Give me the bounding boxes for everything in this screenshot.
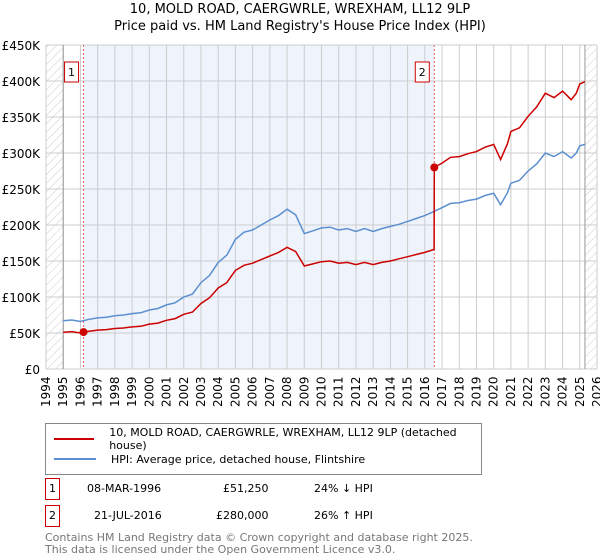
x-tick-label: 2010 [315,376,329,407]
legend-label-property: 10, MOLD ROAD, CAERGWRLE, WREXHAM, LL12 … [109,426,457,452]
x-tick-label: 2007 [263,376,277,407]
y-tick-label: £350K [2,111,42,125]
y-tick-label: £0 [25,363,40,377]
x-tick-label: 2024 [556,376,570,407]
legend-label-hpi: HPI: Average price, detached house, Flin… [111,452,366,466]
x-tick-label: 1995 [56,376,70,407]
attribution-line-1: Contains HM Land Registry data © Crown c… [45,531,473,544]
x-tick-label: 1997 [91,376,105,407]
y-tick-label: £300K [2,147,42,161]
y-tick-label: £400K [2,75,42,89]
x-tick-label: 2022 [521,376,535,407]
legend-swatch-hpi [54,458,96,460]
property-series-line [63,81,586,334]
chart-title: 10, MOLD ROAD, CAERGWRLE, WREXHAM, LL12 … [129,2,471,17]
sale-point-marker [430,163,439,172]
y-tick-label: £450K [2,39,42,53]
legend-swatch-property [54,438,95,440]
transaction-marker: 1 [45,478,60,500]
x-tick-label: 2013 [366,376,380,407]
x-tick-label: 2009 [297,376,311,407]
y-tick-label: £100K [2,291,42,305]
annotation-label: 2 [419,66,426,79]
x-tick-label: 2016 [418,376,432,407]
y-tick-label: £250K [2,183,42,197]
transaction-price: £51,250 [223,482,269,495]
x-tick-label: 2006 [246,376,260,407]
transaction-hpi-diff: 26% ↑ HPI [314,509,373,522]
annotation-box [64,61,80,83]
x-tick-label: 2001 [160,376,174,407]
x-tick-label: 2021 [504,376,518,407]
transaction-hpi-diff: 24% ↓ HPI [314,482,373,495]
attribution-line-2: This data is licensed under the Open Gov… [45,543,396,556]
attribution: Contains HM Land Registry data © Crown c… [45,532,473,556]
legend-item-hpi: HPI: Average price, detached house, Flin… [54,451,365,467]
x-tick-label: 2005 [228,376,242,407]
no-data-hatch-right [584,45,597,369]
x-tick-label: 2002 [177,376,191,407]
legend-item-property: 10, MOLD ROAD, CAERGWRLE, WREXHAM, LL12 … [54,426,481,452]
x-tick-label: 2003 [194,376,208,407]
x-tick-label: 2011 [332,376,346,407]
x-tick-label: 2012 [349,376,363,407]
x-tick-label: 2019 [469,376,483,407]
x-tick-label: 2015 [401,376,415,407]
transaction-marker: 2 [45,505,60,527]
no-data-hatch-left [46,45,64,369]
transaction-date: 21-JUL-2016 [94,509,162,522]
x-tick-label: 2004 [211,376,225,407]
x-tick-label: 2023 [538,376,552,407]
x-tick-label: 1994 [39,376,53,407]
x-tick-label: 1998 [108,376,122,407]
transaction-date: 08-MAR-1996 [87,482,162,495]
transaction-price: £280,000 [216,509,269,522]
x-tick-label: 2000 [142,376,156,407]
y-tick-label: £150K [2,255,42,269]
ownership-period-shade [83,45,435,369]
x-tick-label: 2017 [435,376,449,407]
annotation-label: 1 [68,66,75,79]
x-tick-label: 2018 [452,376,466,407]
x-tick-label: 2025 [573,376,587,407]
y-tick-label: £200K [2,219,42,233]
y-tick-label: £50K [9,327,41,341]
chart-subtitle: Price paid vs. HM Land Registry's House … [114,19,486,34]
x-tick-label: 1999 [125,376,139,407]
x-tick-label: 2020 [487,376,501,407]
x-tick-label: 2008 [280,376,294,407]
price-chart: 1994 1995 1996 1997 1998 1999 2000 2001 2002 2003… [2,39,600,407]
chart-legend: 10, MOLD ROAD, CAERGWRLE, WREXHAM, LL12 … [45,423,482,475]
sale-point-marker [79,328,88,337]
annotation-box [414,61,430,83]
hpi-series-line [63,143,586,323]
x-tick-label: 1996 [73,376,87,407]
x-tick-label: 2026 [590,376,600,407]
x-tick-label: 2014 [383,376,397,407]
